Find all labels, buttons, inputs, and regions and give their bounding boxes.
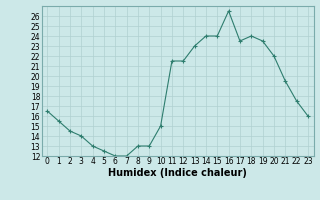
X-axis label: Humidex (Indice chaleur): Humidex (Indice chaleur) — [108, 168, 247, 178]
